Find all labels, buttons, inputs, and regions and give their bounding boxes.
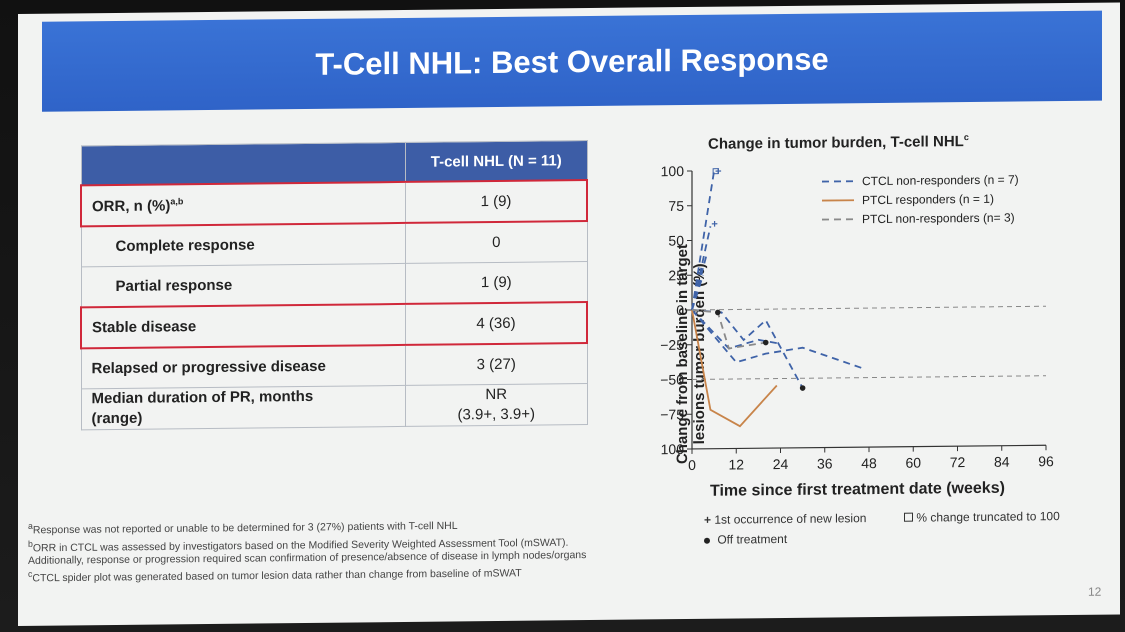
table-row-cr: Complete response 0 bbox=[81, 221, 587, 267]
median-label: Median duration of PR, months (range) bbox=[81, 385, 406, 430]
pd-value: 3 (27) bbox=[405, 343, 587, 386]
slide-title: T-Cell NHL: Best Overall Response bbox=[315, 41, 829, 82]
x-tick-label: 12 bbox=[728, 456, 744, 472]
x-tick-label: 96 bbox=[1038, 453, 1054, 469]
key-new-lesion-text: 1st occurrence of new lesion bbox=[714, 511, 867, 527]
table-row-sd: Stable disease 4 (36) bbox=[81, 302, 587, 349]
x-tick-label: 24 bbox=[773, 456, 789, 472]
median-label-line2: (range) bbox=[91, 409, 143, 428]
dot-icon bbox=[704, 537, 710, 544]
reference-line bbox=[692, 305, 1046, 311]
x-tick-label: 60 bbox=[905, 455, 921, 471]
table-row-pd: Relapsed or progressive disease 3 (27) bbox=[81, 343, 587, 389]
key-new-lesion: + 1st occurrence of new lesion bbox=[704, 511, 866, 527]
truncated-marker bbox=[712, 168, 719, 175]
table-header-row: T-cell NHL (N = 11) bbox=[81, 140, 587, 186]
pd-label: Relapsed or progressive disease bbox=[81, 344, 406, 389]
footnotes: aResponse was not reported or unable to … bbox=[28, 514, 588, 585]
legend-label: PTCL non-responders (n= 3) bbox=[862, 211, 1015, 227]
chart-ylabel: Change from baseline in target lesions t… bbox=[674, 243, 708, 465]
median-value: NR (3.9+, 3.9+) bbox=[405, 383, 587, 427]
median-value-line1: NR bbox=[485, 385, 508, 404]
off-treatment-marker bbox=[799, 385, 806, 391]
slide: T-Cell NHL: Best Overall Response T-cell… bbox=[18, 2, 1120, 626]
x-tick-label: 36 bbox=[817, 455, 833, 471]
pr-value: 1 (9) bbox=[405, 261, 587, 304]
orr-value: 1 (9) bbox=[405, 180, 587, 223]
title-band: T-Cell NHL: Best Overall Response bbox=[42, 10, 1102, 112]
table-header-empty bbox=[81, 142, 406, 186]
sd-label: Stable disease bbox=[81, 303, 406, 349]
x-tick-label: 72 bbox=[950, 454, 966, 470]
plus-icon: + bbox=[704, 512, 712, 527]
page-number: 12 bbox=[1088, 584, 1102, 599]
new-lesion-marker: + bbox=[711, 218, 717, 230]
x-tick-label: 84 bbox=[994, 454, 1010, 470]
median-value-line2: (3.9+, 3.9+) bbox=[457, 405, 536, 424]
key-off-treatment: Off treatment bbox=[704, 532, 787, 547]
off-treatment-marker bbox=[762, 339, 769, 346]
response-table: T-cell NHL (N = 11) ORR, n (%)a,b 1 (9) … bbox=[80, 140, 588, 430]
table-header-col: T-cell NHL (N = 11) bbox=[405, 140, 587, 182]
legend-label: PTCL responders (n = 1) bbox=[862, 192, 994, 207]
x-tick-label: 48 bbox=[861, 455, 877, 471]
legend-label: CTCL non-responders (n = 7) bbox=[862, 173, 1019, 189]
new-lesion-marker: + bbox=[715, 166, 721, 178]
off-treatment-marker bbox=[715, 309, 721, 316]
cr-value: 0 bbox=[405, 221, 587, 264]
series-line bbox=[691, 309, 804, 389]
orr-label: ORR, n (%)a,b bbox=[81, 181, 406, 227]
y-tick-label: 100 bbox=[661, 163, 685, 179]
table-row-median: Median duration of PR, months (range) NR… bbox=[81, 383, 587, 430]
key-truncated-text: % change truncated to 100 bbox=[916, 509, 1060, 525]
sd-value: 4 (36) bbox=[405, 302, 587, 345]
key-truncated: % change truncated to 100 bbox=[904, 509, 1060, 525]
table-row-pr: Partial response 1 (9) bbox=[81, 261, 587, 308]
key-off-treatment-text: Off treatment bbox=[717, 531, 788, 547]
chart-xlabel: Time since first treatment date (weeks) bbox=[710, 479, 1005, 500]
chart-title: Change in tumor burden, T-cell NHLc bbox=[708, 132, 969, 153]
y-tick-label: 75 bbox=[668, 198, 684, 214]
table-row-orr: ORR, n (%)a,b 1 (9) bbox=[81, 180, 587, 227]
x-axis-line bbox=[692, 444, 1046, 450]
series-line bbox=[691, 309, 862, 369]
reference-line bbox=[692, 375, 1046, 380]
pr-label: Partial response bbox=[81, 263, 406, 308]
square-icon bbox=[904, 512, 913, 522]
cr-label: Complete response bbox=[81, 222, 406, 267]
